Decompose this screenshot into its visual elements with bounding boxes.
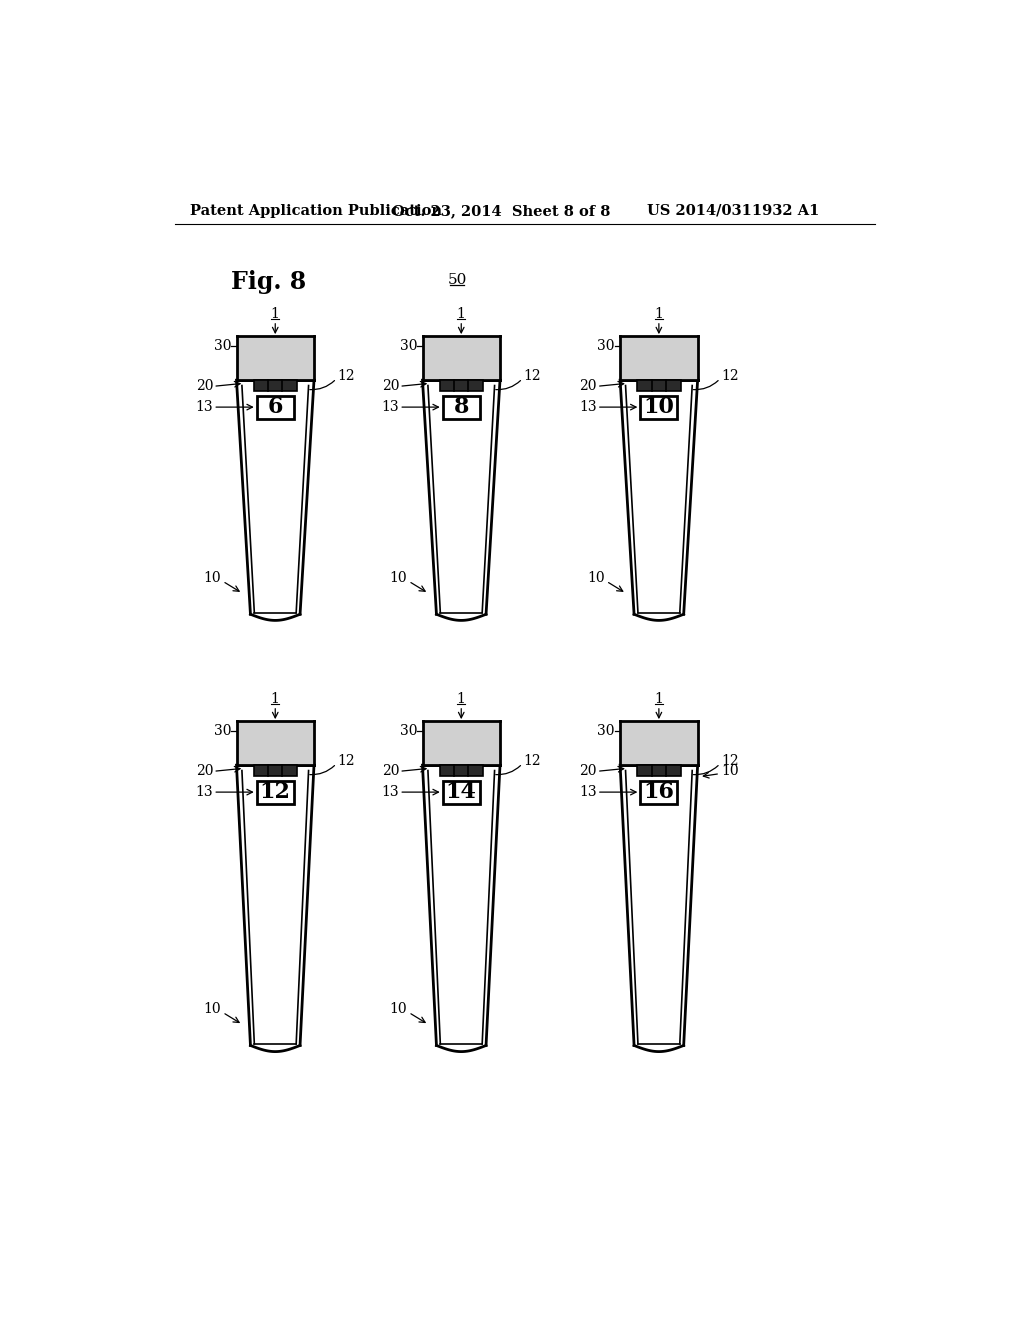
Text: 12: 12 bbox=[523, 754, 541, 768]
Text: Patent Application Publication: Patent Application Publication bbox=[190, 203, 442, 218]
Bar bbox=[439, 766, 483, 776]
Text: 1: 1 bbox=[654, 692, 664, 706]
Text: 13: 13 bbox=[196, 400, 213, 414]
Text: US 2014/0311932 A1: US 2014/0311932 A1 bbox=[647, 203, 819, 218]
Text: 1: 1 bbox=[270, 692, 280, 706]
Text: 20: 20 bbox=[580, 764, 597, 779]
Bar bbox=[237, 721, 314, 766]
Text: 14: 14 bbox=[445, 781, 477, 803]
Text: 20: 20 bbox=[382, 764, 399, 779]
Text: 12: 12 bbox=[260, 781, 291, 803]
Text: 20: 20 bbox=[382, 379, 399, 393]
Bar bbox=[257, 396, 294, 418]
Bar bbox=[637, 380, 681, 391]
Text: 13: 13 bbox=[382, 400, 399, 414]
Bar bbox=[640, 396, 678, 418]
Text: 1: 1 bbox=[457, 692, 466, 706]
Text: 8: 8 bbox=[454, 396, 469, 418]
Bar bbox=[257, 780, 294, 804]
Text: 50: 50 bbox=[447, 273, 467, 286]
Bar bbox=[237, 335, 314, 380]
Text: 10: 10 bbox=[389, 572, 407, 585]
Bar bbox=[423, 721, 500, 766]
Text: 13: 13 bbox=[580, 785, 597, 799]
Text: 10: 10 bbox=[389, 1002, 407, 1016]
Text: 30: 30 bbox=[214, 725, 231, 738]
Bar bbox=[254, 380, 297, 391]
Text: 12: 12 bbox=[523, 370, 541, 383]
Text: 20: 20 bbox=[580, 379, 597, 393]
Text: 10: 10 bbox=[587, 572, 604, 585]
Text: Oct. 23, 2014  Sheet 8 of 8: Oct. 23, 2014 Sheet 8 of 8 bbox=[391, 203, 610, 218]
Bar bbox=[621, 721, 697, 766]
Text: 6: 6 bbox=[267, 396, 283, 418]
Text: 10: 10 bbox=[643, 396, 675, 418]
Bar bbox=[621, 335, 697, 380]
Bar bbox=[439, 380, 483, 391]
Text: 13: 13 bbox=[382, 785, 399, 799]
Text: 10: 10 bbox=[721, 764, 738, 779]
Text: 30: 30 bbox=[214, 339, 231, 354]
Text: 16: 16 bbox=[643, 781, 675, 803]
Text: 13: 13 bbox=[196, 785, 213, 799]
Text: 1: 1 bbox=[457, 308, 466, 321]
Bar bbox=[442, 396, 480, 418]
Text: 10: 10 bbox=[204, 572, 221, 585]
Bar bbox=[254, 766, 297, 776]
Text: 12: 12 bbox=[337, 754, 355, 768]
Text: 1: 1 bbox=[654, 308, 664, 321]
Text: 13: 13 bbox=[580, 400, 597, 414]
Text: 1: 1 bbox=[270, 308, 280, 321]
Text: Fig. 8: Fig. 8 bbox=[231, 269, 306, 293]
Text: 12: 12 bbox=[337, 370, 355, 383]
Text: 30: 30 bbox=[399, 339, 417, 354]
Text: 30: 30 bbox=[597, 339, 614, 354]
Text: 30: 30 bbox=[399, 725, 417, 738]
Bar bbox=[637, 766, 681, 776]
Text: 12: 12 bbox=[721, 754, 738, 768]
Text: 10: 10 bbox=[204, 1002, 221, 1016]
Text: 20: 20 bbox=[196, 764, 213, 779]
Bar bbox=[442, 780, 480, 804]
Text: 30: 30 bbox=[597, 725, 614, 738]
Text: 12: 12 bbox=[721, 370, 738, 383]
Bar bbox=[640, 780, 678, 804]
Text: 20: 20 bbox=[196, 379, 213, 393]
Bar bbox=[423, 335, 500, 380]
